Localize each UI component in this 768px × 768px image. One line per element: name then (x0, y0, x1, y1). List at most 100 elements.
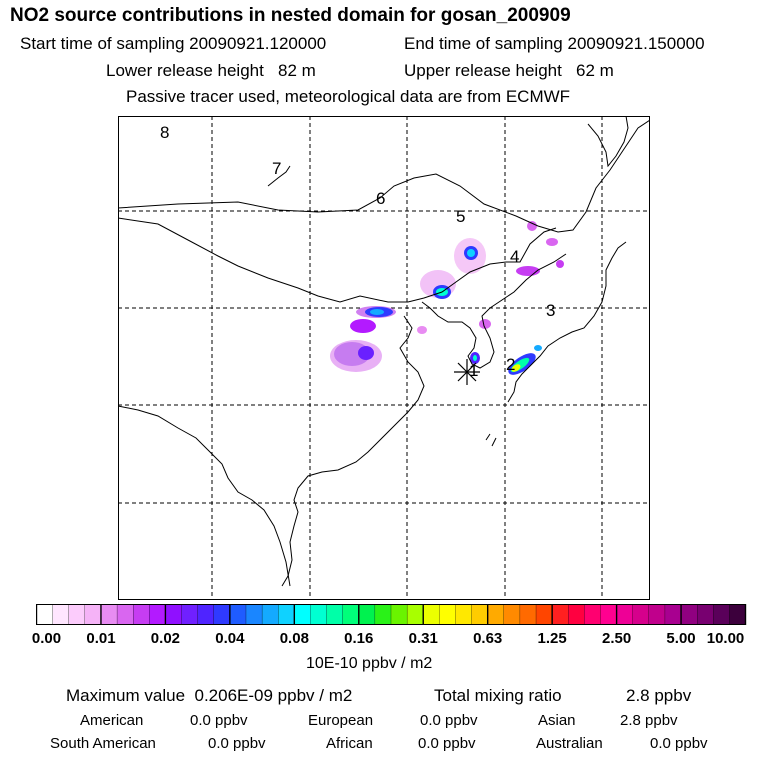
plume-blob (556, 260, 564, 268)
lower-release-value: 82 m (278, 61, 316, 80)
colorbar-cell (181, 604, 199, 625)
colorbar-cell (600, 604, 618, 625)
upper-release-value: 62 m (576, 61, 614, 80)
colorbar-cell (487, 604, 505, 625)
region-label-5: 5 (456, 207, 465, 226)
korea-coast (421, 253, 567, 369)
plume-blob (511, 364, 521, 372)
colorbar-cell (197, 604, 215, 625)
colorbar-cell (584, 604, 601, 625)
lower-release-label: Lower release height (106, 61, 264, 80)
colorbar-cell (471, 604, 489, 625)
colorbar-cell (133, 604, 150, 625)
colorbar-tick-label: 0.16 (344, 630, 374, 647)
colorbar-cell (729, 604, 746, 625)
china-northern-border (118, 217, 557, 303)
ryukyu-islands (485, 433, 497, 447)
japan-coast (507, 241, 627, 403)
region-label-2: 2 (506, 355, 515, 374)
map-frame (118, 116, 650, 600)
plot-title: NO2 source contributions in nested domai… (10, 5, 571, 26)
colorbar-cell (294, 604, 311, 625)
colorbar-cell (697, 604, 714, 625)
mongolia-russia-border (118, 119, 650, 233)
colorbar-tick-label: 10.00 (706, 630, 745, 647)
region-name: American (80, 712, 144, 729)
colorbar-cell (406, 604, 424, 625)
region-label-1: 1 (469, 361, 478, 380)
plume-blob (534, 345, 542, 351)
colorbar-cell (439, 604, 456, 625)
plume-blob (467, 249, 475, 257)
colorbar-cell (680, 604, 698, 625)
plume-blob (417, 326, 427, 334)
colorbar-tick-label: 0.08 (279, 630, 309, 647)
region-name: Australian (536, 735, 603, 752)
colorbar-cell (100, 604, 118, 625)
colorbar-tick-label: 5.00 (666, 630, 696, 647)
china-east-coast (281, 315, 425, 587)
map-panel: 1 2 3 4 5 6 7 8 (118, 116, 650, 600)
end-time-value: 20090921.150000 (567, 34, 705, 53)
colorbar-cell (36, 604, 54, 625)
colorbar-cell (713, 604, 730, 625)
plume-blob (370, 309, 384, 315)
asterisk-icon (454, 359, 480, 385)
colorbar-cell (390, 604, 408, 625)
colorbar-tick-label: 0.00 (31, 630, 62, 647)
colorbar-cell (149, 604, 166, 625)
colorbar-frame (36, 604, 746, 625)
tracer-note: Passive tracer used, meteorological data… (126, 87, 571, 106)
colorbar-cell (648, 604, 666, 625)
colorbar-cell (52, 604, 70, 625)
region-name: South American (50, 735, 156, 752)
region-value: 0.0 ppbv (650, 735, 708, 752)
start-time-value: 20090921.120000 (189, 34, 327, 53)
sakhalin-coast (587, 116, 629, 168)
colorbar-cell (165, 604, 182, 625)
region-label-4: 4 (510, 247, 519, 266)
total-mixing-ratio: Total mixing ratio (434, 686, 562, 706)
region-value: 0.0 ppbv (190, 712, 248, 729)
colorbar-tick-label: 0.02 (150, 630, 181, 647)
lower-release-height: Lower release height 82 m (106, 61, 316, 81)
plume-blob (358, 346, 374, 360)
colorbar-cell (213, 604, 231, 625)
region-value: 0.0 ppbv (208, 735, 266, 752)
region-label-6: 6 (376, 189, 385, 208)
colorbar-cell (664, 604, 682, 625)
colorbar-cell (455, 604, 473, 625)
region-value: 0.0 ppbv (420, 712, 478, 729)
plume-blob (473, 355, 477, 361)
region-label-3: 3 (546, 301, 555, 320)
china-southwest-border (118, 405, 291, 587)
region-numbers: 1 2 3 4 5 6 7 8 (160, 123, 555, 380)
colorbar-tick-label: 0.04 (215, 630, 245, 647)
colorbar-cell (535, 604, 553, 625)
start-time-label: Start time of sampling (20, 34, 185, 53)
colorbar-cell (551, 604, 569, 625)
end-time-label: End time of sampling (404, 34, 563, 53)
maximum-value: Maximum value 0.206E-09 ppbv / m2 (66, 686, 352, 706)
region-value: 2.8 ppbv (620, 712, 678, 729)
colorbar-cell (278, 604, 295, 625)
maximum-value-label: Maximum value (66, 686, 186, 705)
colorbar-tick-label: 2.50 (601, 630, 632, 647)
upper-release-label: Upper release height (404, 61, 562, 80)
colorbar-cell (229, 604, 247, 625)
colorbar-cell (310, 604, 327, 625)
region-label-8: 8 (160, 123, 169, 142)
region-name: African (326, 735, 373, 752)
colorbar-tick-label: 1.25 (537, 630, 567, 647)
plume-blob (527, 221, 537, 231)
total-mixing-value: 2.8 ppbv (626, 686, 692, 705)
colorbar-cell (68, 604, 86, 625)
colorbar-cell (519, 604, 537, 625)
colorbar-cell (261, 604, 279, 625)
colorbar-units: 10E-10 ppbv / m2 (306, 655, 433, 672)
colorbar-tick-label: 0.01 (86, 630, 116, 647)
region-name: European (308, 712, 374, 729)
colorbar-cell (632, 604, 650, 625)
start-time: Start time of sampling 20090921.120000 (20, 34, 326, 54)
region-label-7: 7 (272, 159, 281, 178)
